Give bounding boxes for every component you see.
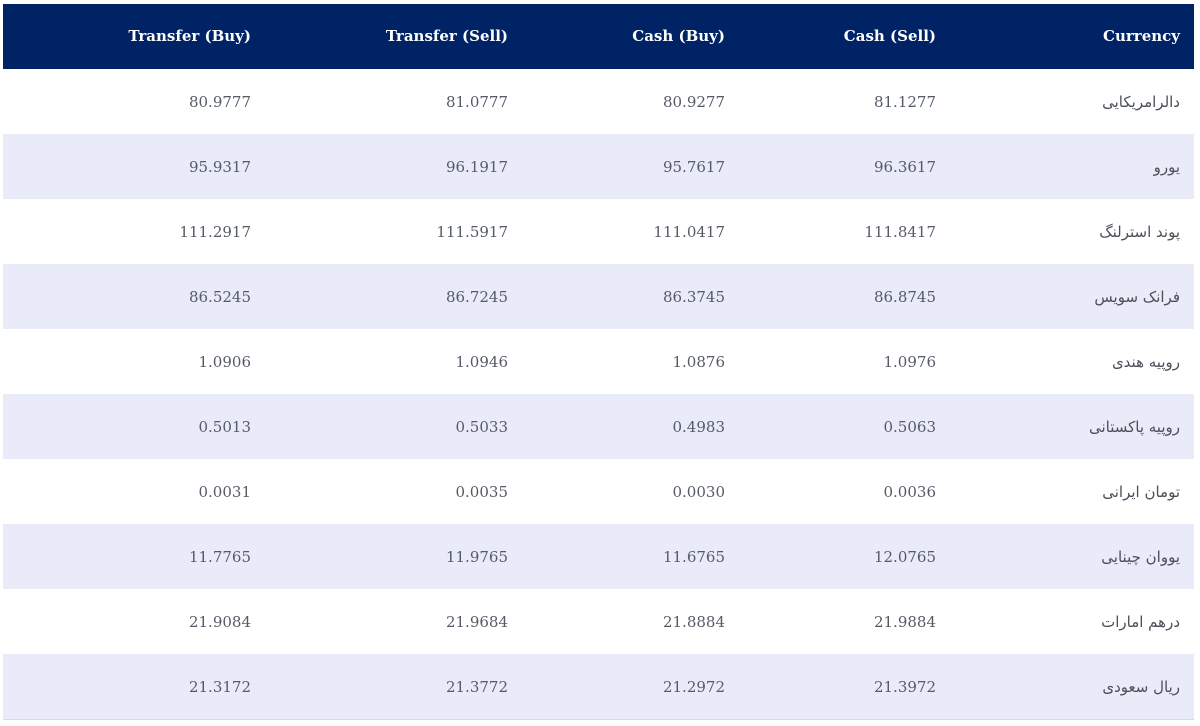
exchange-rate-table: Transfer (Buy) Transfer (Sell) Cash (Buy… [3, 4, 1194, 719]
table-row: 21.3172 21.3772 21.2972 21.3972 ریال سعو… [3, 654, 1194, 719]
transfer-sell-cell: 0.0035 [455, 482, 509, 501]
transfer-buy-cell: 111.2917 [179, 222, 251, 241]
header-currency: Currency [1103, 26, 1180, 45]
transfer-buy-cell: 0.5013 [198, 417, 252, 436]
cash-buy-cell: 1.0876 [672, 352, 726, 371]
transfer-sell-cell: 21.3772 [445, 677, 508, 696]
cash-sell-cell: 12.0765 [873, 547, 936, 566]
cash-buy-cell: 21.8884 [662, 612, 725, 631]
table-row: 86.5245 86.7245 86.3745 86.8745 فرانک سو… [3, 264, 1194, 329]
currency-name-cell: دالرامریکایی [1102, 92, 1180, 111]
cash-sell-cell: 96.3617 [873, 157, 936, 176]
currency-name-cell: درهم امارات [1101, 612, 1180, 631]
cash-buy-cell: 0.0030 [672, 482, 726, 501]
table-header-row: Transfer (Buy) Transfer (Sell) Cash (Buy… [3, 4, 1194, 69]
table-row: 0.0031 0.0035 0.0030 0.0036 تومان ایرانی [3, 459, 1194, 524]
transfer-buy-cell: 21.3172 [188, 677, 251, 696]
cash-buy-cell: 95.7617 [662, 157, 725, 176]
cash-sell-cell: 21.9884 [873, 612, 936, 631]
transfer-sell-cell: 0.5033 [455, 417, 509, 436]
transfer-sell-cell: 81.0777 [445, 92, 508, 111]
currency-name-cell: روپیه هندی [1111, 352, 1180, 371]
cash-sell-cell: 21.3972 [873, 677, 936, 696]
transfer-buy-cell: 80.9777 [188, 92, 251, 111]
transfer-buy-cell: 21.9084 [188, 612, 251, 631]
transfer-sell-cell: 86.7245 [445, 287, 508, 306]
table-row: 1.0906 1.0946 1.0876 1.0976 روپیه هندی [3, 329, 1194, 394]
header-transfer-buy: Transfer (Buy) [128, 26, 251, 45]
cash-sell-cell: 86.8745 [873, 287, 936, 306]
transfer-sell-cell: 11.9765 [445, 547, 508, 566]
cash-sell-cell: 111.8417 [864, 222, 936, 241]
transfer-buy-cell: 0.0031 [198, 482, 252, 501]
header-cash-sell: Cash (Sell) [843, 26, 936, 45]
table-bottom-divider [3, 719, 1194, 720]
transfer-buy-cell: 11.7765 [188, 547, 251, 566]
table-row: 80.9777 81.0777 80.9277 81.1277 دالرامری… [3, 69, 1194, 134]
table-row: 111.2917 111.5917 111.0417 111.8417 پوند… [3, 199, 1194, 264]
cash-buy-cell: 86.3745 [662, 287, 725, 306]
transfer-sell-cell: 1.0946 [455, 352, 509, 371]
header-transfer-sell: Transfer (Sell) [385, 26, 508, 45]
currency-name-cell: تومان ایرانی [1102, 482, 1180, 501]
transfer-buy-cell: 1.0906 [198, 352, 252, 371]
currency-name-cell: فرانک سویس [1094, 287, 1180, 306]
transfer-buy-cell: 86.5245 [188, 287, 251, 306]
cash-sell-cell: 0.0036 [883, 482, 937, 501]
currency-name-cell: ریال سعودی [1102, 677, 1180, 696]
header-cash-buy: Cash (Buy) [632, 26, 725, 45]
cash-sell-cell: 0.5063 [883, 417, 937, 436]
currency-name-cell: یووان چینایی [1101, 547, 1180, 566]
transfer-sell-cell: 111.5917 [436, 222, 508, 241]
table-row: 21.9084 21.9684 21.8884 21.9884 درهم اما… [3, 589, 1194, 654]
currency-name-cell: پوند استرلنگ [1099, 222, 1180, 241]
transfer-buy-cell: 95.9317 [188, 157, 251, 176]
cash-sell-cell: 1.0976 [883, 352, 937, 371]
table-row: 0.5013 0.5033 0.4983 0.5063 روپیه پاکستا… [3, 394, 1194, 459]
cash-buy-cell: 11.6765 [662, 547, 725, 566]
transfer-sell-cell: 21.9684 [445, 612, 508, 631]
cash-buy-cell: 0.4983 [672, 417, 726, 436]
cash-buy-cell: 21.2972 [662, 677, 725, 696]
cash-buy-cell: 80.9277 [662, 92, 725, 111]
transfer-sell-cell: 96.1917 [445, 157, 508, 176]
table-row: 95.9317 96.1917 95.7617 96.3617 یورو [3, 134, 1194, 199]
cash-buy-cell: 111.0417 [653, 222, 725, 241]
currency-name-cell: روپیه پاکستانی [1088, 417, 1180, 436]
cash-sell-cell: 81.1277 [873, 92, 936, 111]
table-row: 11.7765 11.9765 11.6765 12.0765 یووان چی… [3, 524, 1194, 589]
currency-name-cell: یورو [1153, 157, 1180, 176]
